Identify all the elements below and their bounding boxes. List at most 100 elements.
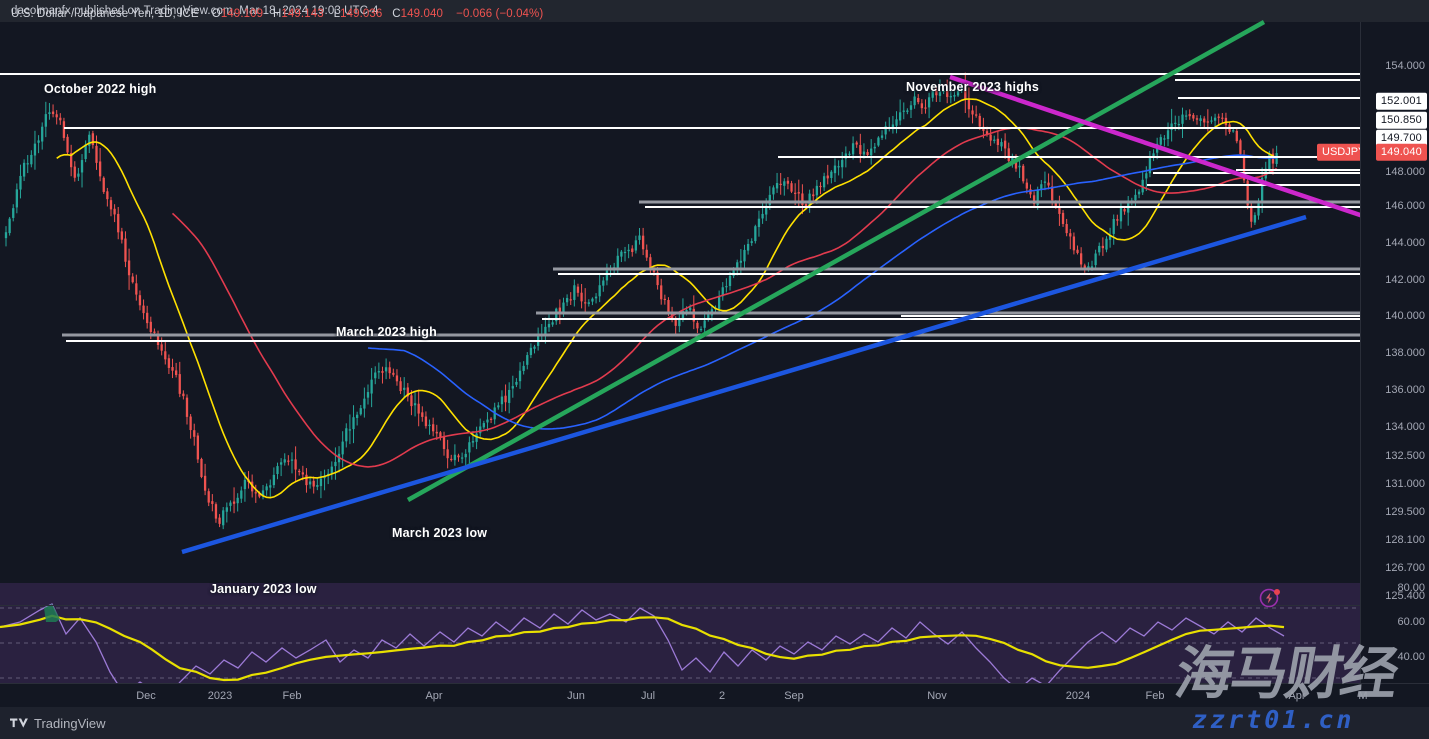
candle-body: [906, 110, 909, 112]
candle-body: [73, 166, 76, 178]
candle-body: [88, 134, 91, 146]
candle-body: [1058, 207, 1061, 214]
candle-body: [815, 185, 819, 196]
zap-icon[interactable]: [1258, 585, 1282, 609]
candle-body: [1014, 157, 1018, 169]
candle-body: [765, 206, 768, 215]
candle-body: [812, 194, 815, 197]
trendline-blue-uptrend[interactable]: [181, 214, 1307, 555]
candle-body: [218, 517, 221, 524]
candle-body: [439, 432, 442, 438]
rsi-tick: 60.00: [1397, 616, 1425, 628]
chart-annotation: January 2023 low: [210, 582, 317, 596]
chart-frame[interactable]: October 2022 high November 2023 highs Marc…: [0, 20, 1429, 701]
candle-body: [685, 309, 688, 312]
time-tick: M: [1358, 690, 1368, 702]
rsi-panel-background: [0, 583, 1360, 683]
time-tick: Feb: [282, 690, 302, 702]
candle-body: [768, 194, 771, 205]
candlestick-series: [4, 72, 1278, 530]
candle-body: [794, 192, 797, 194]
candle-body: [1188, 114, 1191, 117]
time-scale[interactable]: Dec 2023 Feb Apr Jun Jul 2 Sep Nov 2024 Feb Apr M: [0, 683, 1429, 707]
candle-body: [1184, 115, 1188, 117]
time-tick: Sep: [784, 690, 804, 702]
candle-body: [728, 275, 732, 287]
chart-legend[interactable]: U.S. Dollar / Japanese Yen, 1D, ICE O149…: [11, 8, 543, 20]
candle-body: [406, 387, 409, 397]
candle-body: [1177, 123, 1181, 126]
candle-body: [1268, 154, 1271, 170]
candle-body: [808, 193, 811, 206]
price-level-label[interactable]: 150.850: [1375, 111, 1427, 129]
candle-body: [562, 302, 565, 313]
candle-body: [290, 459, 294, 461]
candle-body: [1141, 179, 1144, 193]
price-plot[interactable]: [0, 20, 1367, 701]
candle-body: [891, 124, 895, 128]
candle-body: [757, 218, 761, 228]
candle-body: [196, 435, 200, 460]
candle-body: [91, 133, 95, 146]
candle-body: [70, 152, 73, 168]
candle-body: [1213, 117, 1217, 121]
trendline-green-uptrend[interactable]: [406, 20, 1266, 502]
rsi-overbought-fill: [44, 604, 60, 622]
price-level-label[interactable]: 149.700: [1375, 129, 1427, 147]
candle-body: [786, 180, 790, 184]
time-tick: Apr: [425, 690, 443, 702]
candle-body: [1221, 117, 1224, 119]
candle-body: [399, 381, 402, 392]
candle-body: [355, 414, 359, 418]
candle-body: [681, 311, 685, 319]
candle-body: [884, 126, 887, 135]
candle-body: [403, 387, 406, 390]
candle-body: [924, 107, 927, 109]
current-price-label[interactable]: 149.040: [1375, 143, 1427, 161]
candle-body: [736, 262, 739, 270]
candle-body: [395, 375, 399, 382]
candle-body: [989, 134, 992, 141]
candle-body: [446, 449, 449, 459]
candle-body: [48, 112, 51, 115]
chart-annotation: March 2023 high: [336, 325, 437, 339]
candle-body: [109, 200, 113, 210]
candle-body: [1134, 194, 1137, 201]
tradingview-logo[interactable]: TradingView: [10, 716, 106, 731]
candle-body: [203, 475, 207, 491]
candle-body: [1011, 157, 1014, 162]
candle-body: [442, 436, 446, 449]
legend-open-value: 149.109: [220, 8, 264, 20]
candle-body: [287, 460, 290, 462]
candle-body: [33, 143, 37, 156]
candle-body: [1040, 184, 1043, 190]
price-scale[interactable]: 154.000 148.000 146.000 144.000 142.000 140.0…: [1360, 22, 1429, 683]
candle-body: [80, 160, 84, 173]
candle-body: [1094, 253, 1097, 266]
candle-body: [424, 416, 428, 427]
candle-body: [667, 300, 670, 314]
candle-body: [1123, 209, 1126, 212]
candle-body: [359, 408, 362, 415]
candle-body: [1148, 157, 1152, 174]
candle-body: [345, 428, 348, 442]
symbol-price-tag: USDJPY: [1317, 143, 1371, 161]
candle-body: [641, 235, 645, 250]
candle-body: [178, 374, 181, 394]
price-tick: 154.000: [1385, 60, 1425, 72]
time-tick: Nov: [927, 690, 947, 702]
candle-body: [645, 249, 648, 258]
trendline-magenta-downtrend[interactable]: [949, 74, 1367, 220]
candle-body: [102, 177, 105, 192]
candle-body: [450, 458, 453, 461]
price-tick: 126.700: [1385, 562, 1425, 574]
candle-body: [167, 358, 171, 368]
candle-body: [475, 433, 478, 442]
candle-body: [51, 111, 55, 115]
candle-body: [392, 372, 395, 375]
candle-body: [783, 181, 786, 186]
candle-body: [949, 96, 952, 98]
candle-body: [464, 453, 467, 458]
price-level-label[interactable]: 152.001: [1375, 92, 1427, 110]
price-tick: 129.500: [1385, 506, 1425, 518]
